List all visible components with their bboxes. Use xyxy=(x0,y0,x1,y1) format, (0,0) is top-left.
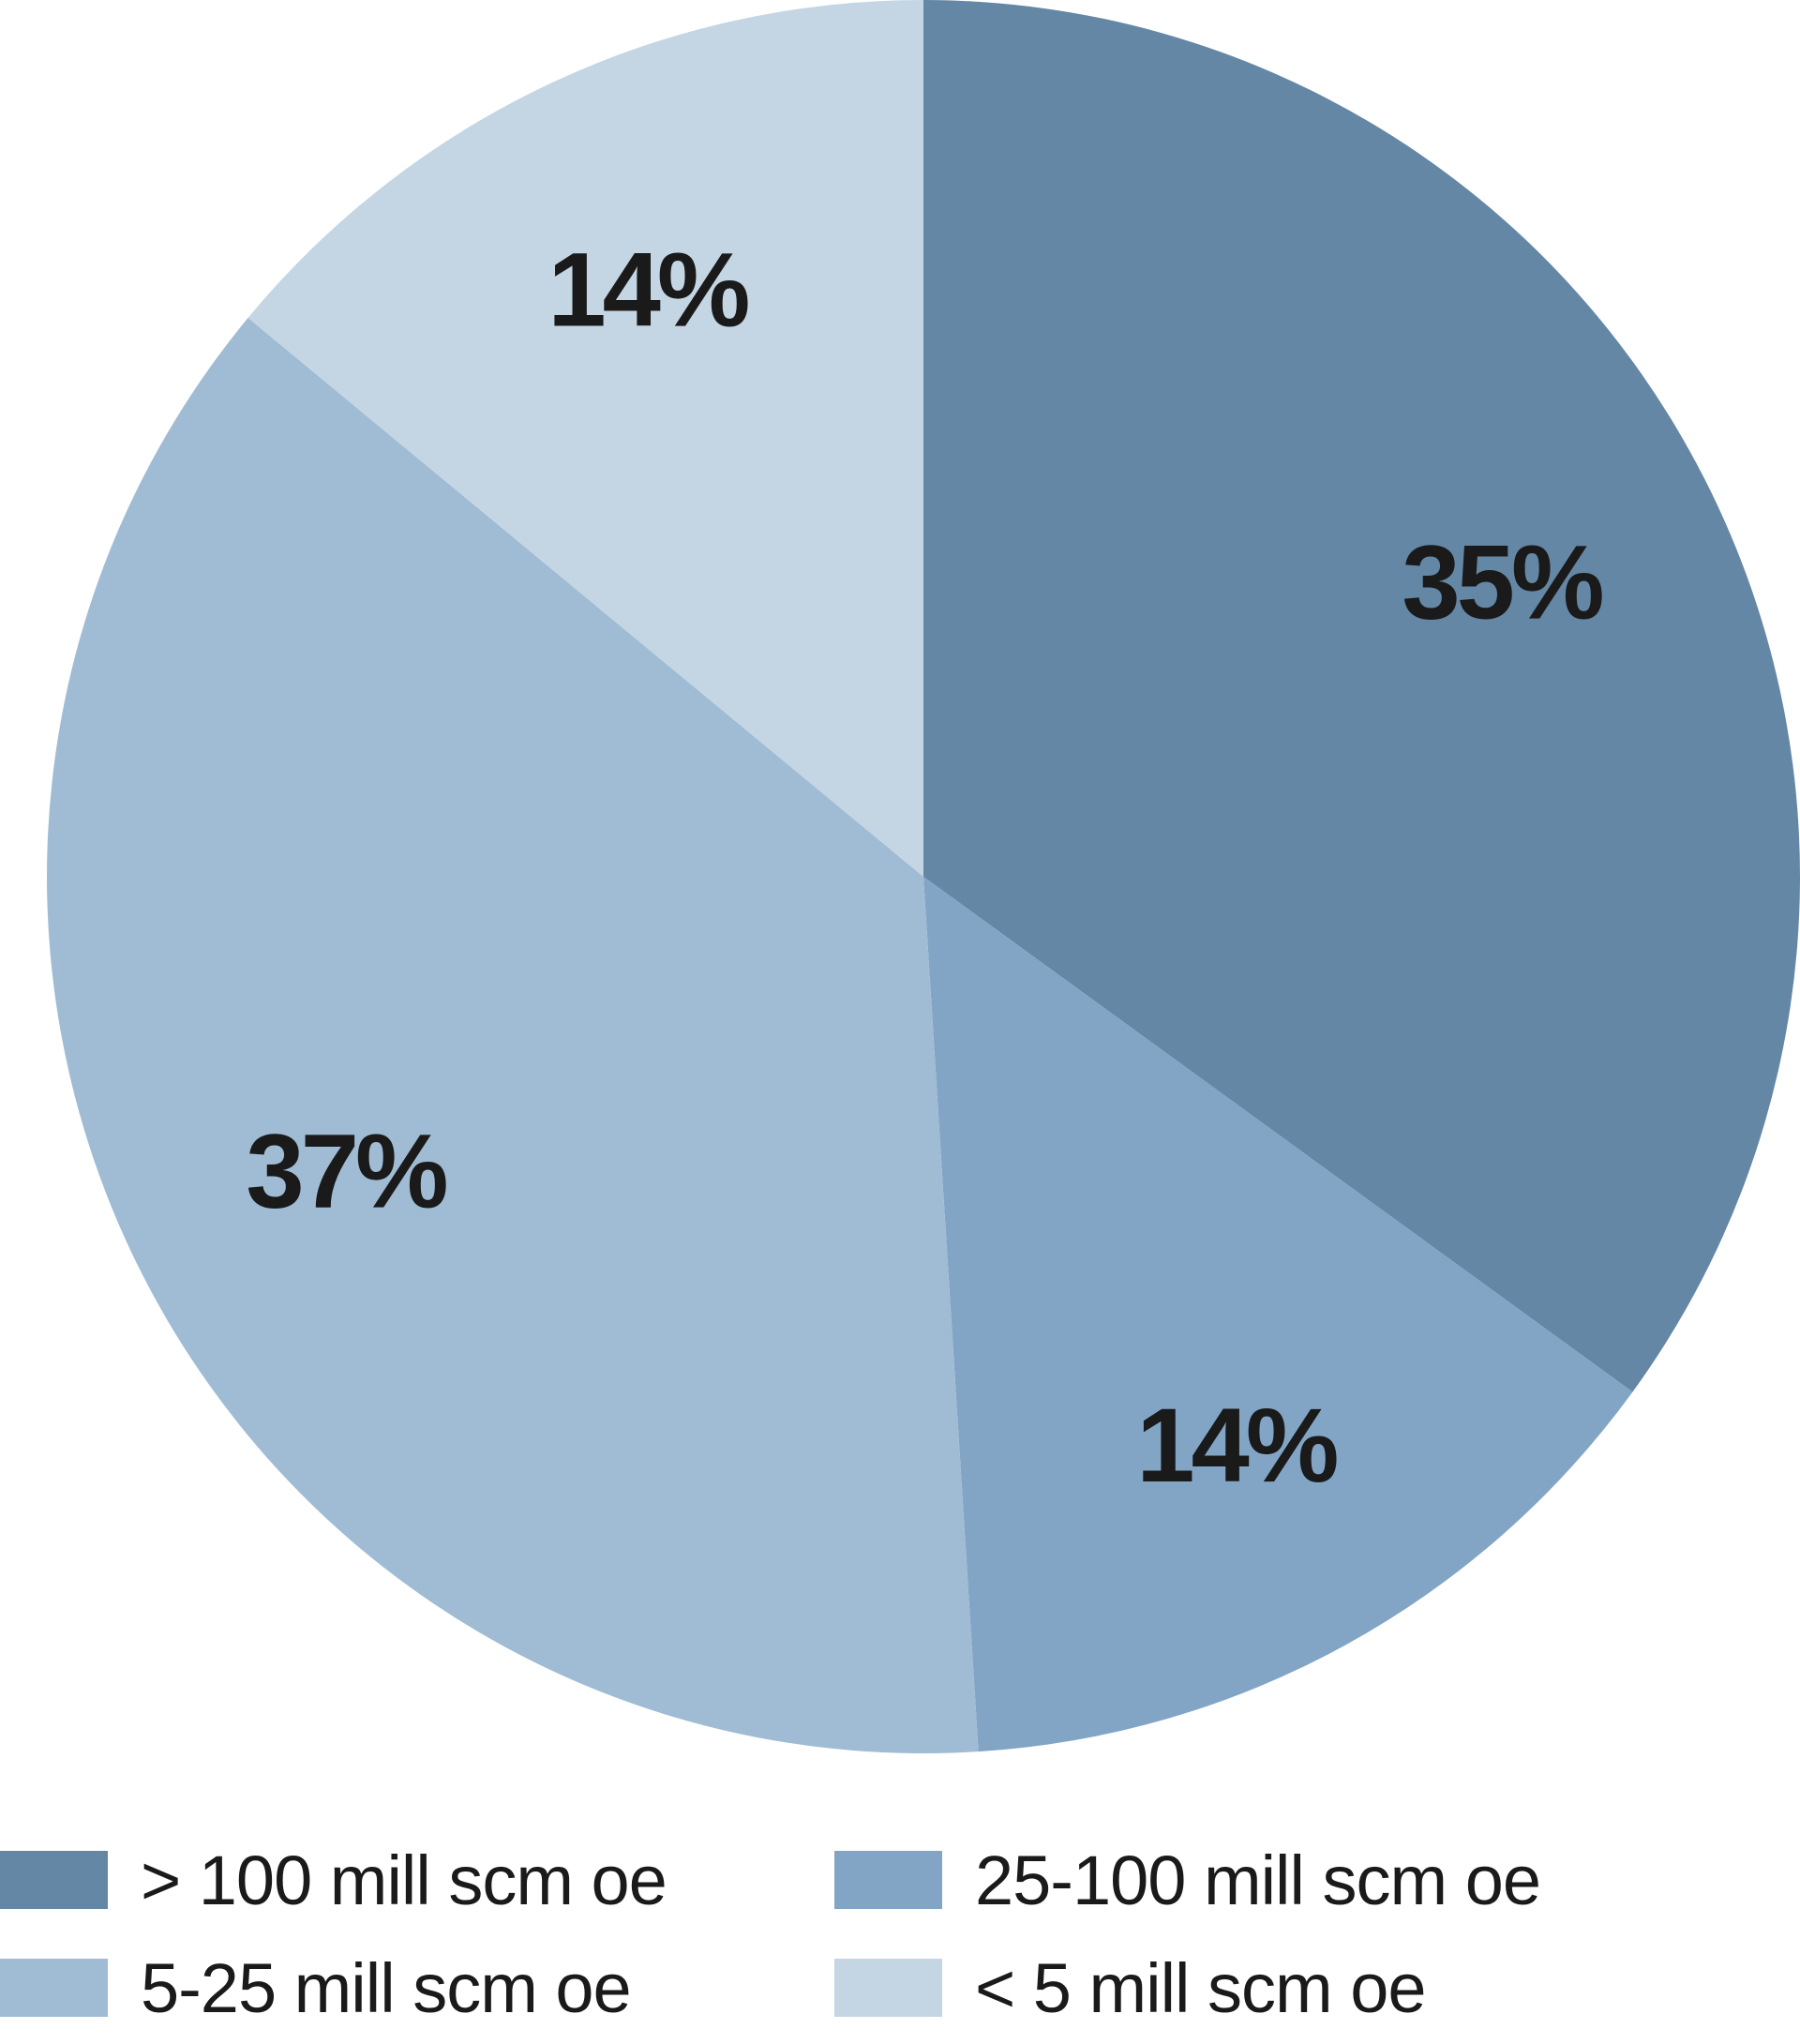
legend-item-lt-5: < 5 mill scm oe xyxy=(834,1946,1427,2030)
legend-label-25-100: 25-100 mill scm oe xyxy=(975,1841,1541,1919)
legend-item-25-100: 25-100 mill scm oe xyxy=(834,1838,1541,1922)
pie-slices xyxy=(46,0,1800,1754)
legend-swatch-5-25 xyxy=(0,1959,108,2017)
pie-slice-lt-5 xyxy=(248,0,923,877)
data-label-lt-5: 14% xyxy=(548,231,748,348)
data-label-5-25: 37% xyxy=(246,1113,446,1230)
pie-slice-5-25 xyxy=(46,318,979,1754)
pie-data-labels: 35% 14% 37% 14% xyxy=(246,231,1606,1504)
legend-swatch-lt-5 xyxy=(834,1959,942,2017)
legend-item-5-25: 5-25 mill scm oe xyxy=(0,1946,632,2030)
pie-slice-25-100 xyxy=(923,877,1633,1752)
legend: > 100 mill scm oe 25-100 mill scm oe 5-2… xyxy=(0,1838,1800,2044)
legend-label-lt-5: < 5 mill scm oe xyxy=(975,1948,1427,2027)
data-label-gt-100: 35% xyxy=(1402,523,1602,640)
legend-label-5-25: 5-25 mill scm oe xyxy=(141,1948,632,2027)
data-label-25-100: 14% xyxy=(1136,1387,1337,1504)
legend-swatch-25-100 xyxy=(834,1851,942,1909)
legend-item-gt-100: > 100 mill scm oe xyxy=(0,1838,668,1922)
legend-swatch-gt-100 xyxy=(0,1851,108,1909)
legend-label-gt-100: > 100 mill scm oe xyxy=(141,1841,668,1919)
pie-slice-gt-100 xyxy=(923,0,1800,1392)
